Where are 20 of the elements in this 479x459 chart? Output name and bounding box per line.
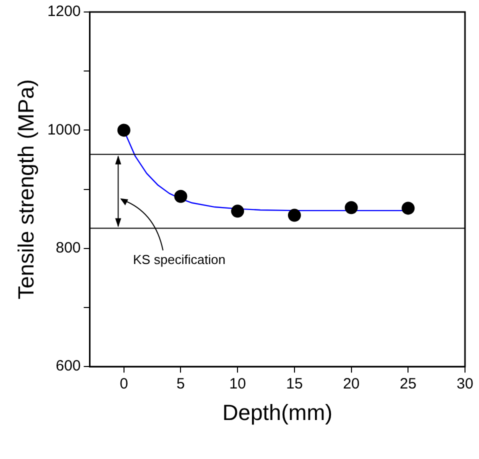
y-axis-title: Tensile strength (MPa) — [13, 79, 38, 300]
y-tick-label: 1200 — [47, 3, 81, 20]
point — [288, 208, 301, 222]
point — [344, 201, 358, 214]
x-tick-label: 5 — [176, 376, 185, 393]
x-tick-label: 15 — [286, 376, 303, 393]
y-tick-label: 800 — [56, 240, 81, 257]
y-tick-label: 1000 — [47, 121, 81, 138]
x-axis-title: Depth(mm) — [222, 400, 332, 425]
point — [231, 204, 244, 218]
y-tick-label: 600 — [56, 358, 81, 375]
x-tick-label: 30 — [456, 376, 474, 393]
x-tick-label: 0 — [120, 376, 128, 393]
x-tick-label: 10 — [229, 376, 246, 393]
x-tick-label: 20 — [342, 376, 360, 393]
point — [174, 190, 188, 203]
point — [117, 124, 130, 137]
point — [402, 202, 415, 215]
annotation: KS specification — [132, 252, 226, 267]
x-tick-label: 25 — [400, 376, 416, 393]
